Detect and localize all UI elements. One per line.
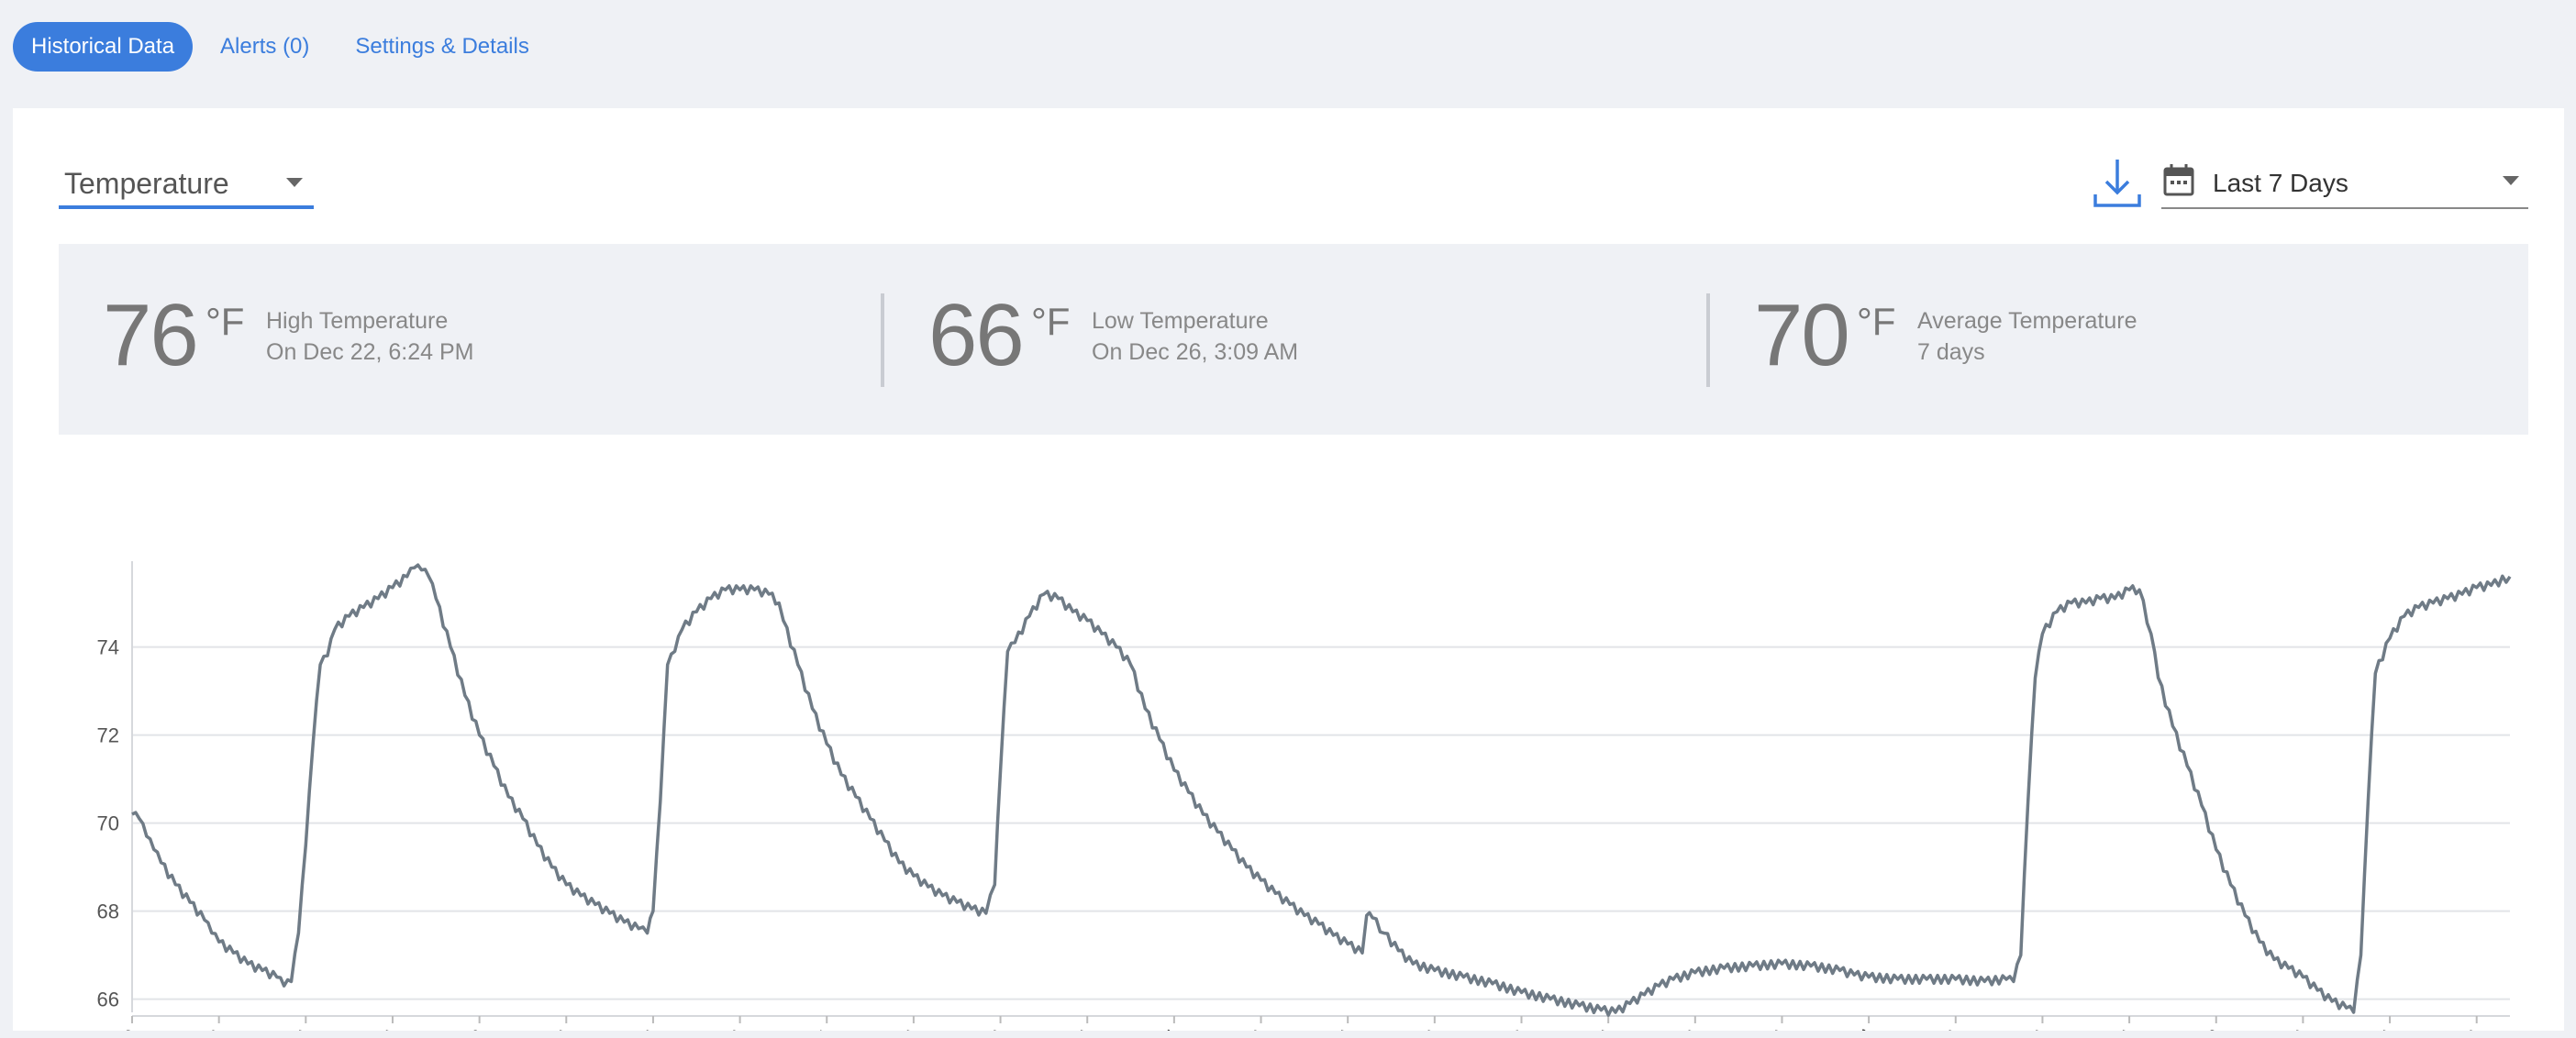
calendar-icon: [2163, 164, 2194, 196]
x-tick-label: 6AM: [196, 1027, 231, 1031]
tab-settings-details[interactable]: Settings & Details: [355, 34, 529, 59]
x-tick-label: 12/22: [106, 1027, 144, 1031]
x-tick-label: 12PM: [2363, 1027, 2402, 1031]
stat-average-value: 70: [1754, 286, 1850, 384]
x-tick-label: 12/27: [1843, 1027, 1881, 1031]
x-tick-label: 6PM: [1412, 1027, 1447, 1031]
x-tick-label: 12/28: [2191, 1027, 2228, 1031]
x-tick-label: 12PM: [280, 1027, 318, 1031]
x-tick-label: 6PM: [1759, 1027, 1793, 1031]
x-tick-label: 6AM: [1933, 1027, 1968, 1031]
stat-average-unit: °F: [1857, 300, 1896, 343]
stat-average-label: Average Temperature: [1917, 308, 2137, 334]
stat-high-sub: On Dec 22, 6:24 PM: [266, 339, 474, 365]
x-tick-label: 6PM: [370, 1027, 405, 1031]
x-tick-label: 6AM: [1238, 1027, 1273, 1031]
x-tick-label: 6PM: [2454, 1027, 2489, 1031]
tab-bar: Historical Data Alerts (0) Settings & De…: [13, 22, 557, 72]
x-tick-label: 12PM: [2016, 1027, 2055, 1031]
x-tick-label: 12/25: [1149, 1027, 1186, 1031]
x-tick-label: 6AM: [2280, 1027, 2315, 1031]
metric-dropdown-value: Temperature: [64, 167, 229, 200]
stat-high-value: 76: [103, 286, 199, 384]
y-tick-label: 66: [97, 988, 119, 1011]
x-tick-label: 6AM: [1585, 1027, 1620, 1031]
stat-low-sub: On Dec 26, 3:09 AM: [1092, 339, 1299, 365]
x-tick-label: 6PM: [2106, 1027, 2141, 1031]
chevron-down-icon: [286, 178, 303, 187]
x-tick-label: 6PM: [1064, 1027, 1099, 1031]
x-tick-label: 12/26: [1495, 1027, 1533, 1031]
stat-average-sub: 7 days: [1917, 339, 1985, 365]
temperature-summary: 76 °F High Temperature On Dec 22, 6:24 P…: [59, 244, 2528, 435]
x-tick-label: 6PM: [717, 1027, 752, 1031]
temperature-line-chart: 66 68 70 72 74 12/22 6AM 12PM 6PM 12/23 6AM 12PM 6PM…: [97, 561, 2512, 1031]
stat-high-unit: °F: [205, 300, 245, 343]
x-tick-label: 12PM: [1669, 1027, 1707, 1031]
x-tick-label: 6AM: [891, 1027, 926, 1031]
y-tick-label: 68: [97, 900, 119, 923]
temperature-series-line: [131, 563, 2512, 1017]
x-tick-label: 12PM: [974, 1027, 1013, 1031]
date-range-value: Last 7 Days: [2213, 169, 2348, 197]
divider: [1706, 293, 1710, 387]
stat-low-label: Low Temperature: [1092, 308, 1269, 334]
divider: [881, 293, 884, 387]
x-tick-label: 12/23: [454, 1027, 492, 1031]
chevron-down-icon: [2503, 176, 2519, 185]
historical-data-card: Temperature Last 7 Days 76 °F High Tempe…: [13, 108, 2564, 1031]
tab-historical-data[interactable]: Historical Data: [13, 22, 194, 72]
download-icon: [2093, 160, 2141, 207]
stat-low-unit: °F: [1031, 300, 1071, 343]
stat-high-label: High Temperature: [266, 308, 449, 334]
tab-alerts[interactable]: Alerts (0): [220, 34, 310, 59]
x-tick-label: 12/24: [801, 1026, 838, 1031]
x-tick-label: 6AM: [543, 1027, 578, 1031]
metric-dropdown[interactable]: Temperature: [59, 158, 314, 209]
download-button[interactable]: [2092, 156, 2143, 209]
y-tick-label: 74: [97, 636, 119, 659]
date-range-dropdown[interactable]: Last 7 Days: [2161, 161, 2528, 209]
y-tick-label: 70: [97, 812, 119, 835]
x-tick-label: 12PM: [627, 1027, 665, 1031]
stat-low-value: 66: [928, 286, 1025, 384]
y-tick-label: 72: [97, 724, 119, 747]
x-tick-label: 12PM: [1321, 1027, 1360, 1031]
